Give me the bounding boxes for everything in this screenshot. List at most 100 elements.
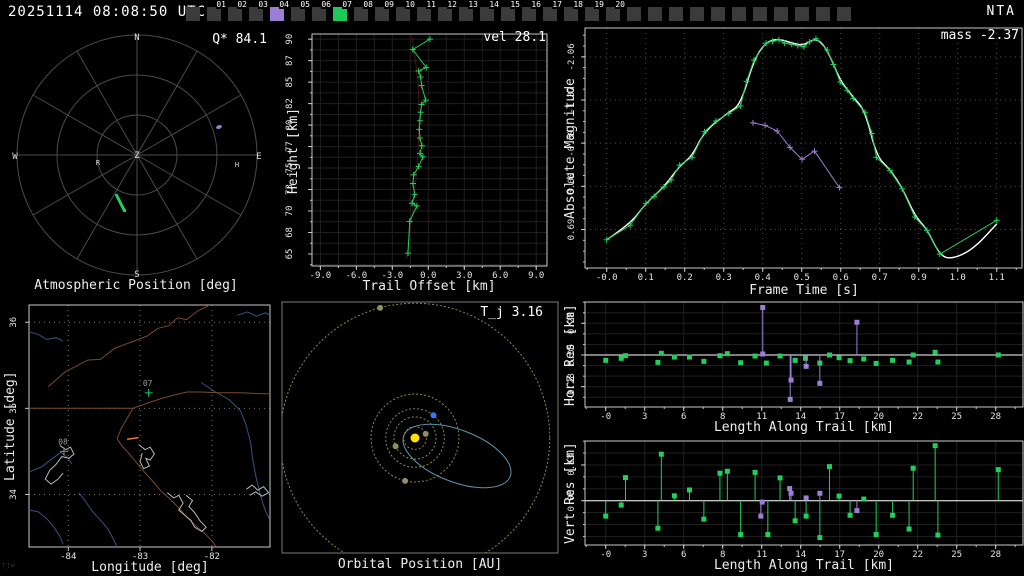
camera-square[interactable] xyxy=(480,7,494,21)
camera-slot-10[interactable]: 10 xyxy=(396,1,415,22)
svg-text:07: 07 xyxy=(143,379,153,388)
camera-slot-blank-26[interactable] xyxy=(732,2,747,22)
camera-square[interactable] xyxy=(648,7,662,21)
camera-slot-blank-31[interactable] xyxy=(837,2,852,22)
svg-text:8: 8 xyxy=(720,412,725,422)
camera-slot-15[interactable]: 15 xyxy=(501,1,520,22)
vert-residuals-plot: -0 3 6 8 11 14 17 20 22 25 28 0.13 0.00 xyxy=(567,440,1024,560)
camera-slot-07[interactable]: 07 xyxy=(333,1,352,22)
camera-square[interactable] xyxy=(228,7,242,21)
camera-slot-14[interactable]: 14 xyxy=(480,1,499,22)
camera-square[interactable] xyxy=(816,7,830,21)
camera-number: 03 xyxy=(258,0,268,9)
camera-square[interactable] xyxy=(627,7,641,21)
camera-square[interactable] xyxy=(207,7,221,21)
svg-text:20: 20 xyxy=(873,550,884,560)
camera-square[interactable] xyxy=(543,7,557,21)
camera-square[interactable] xyxy=(585,7,599,21)
camera-square[interactable] xyxy=(564,7,578,21)
camera-slot-13[interactable]: 13 xyxy=(459,1,478,22)
svg-text:1.0: 1.0 xyxy=(950,273,966,283)
camera-number: 02 xyxy=(237,0,247,9)
camera-square[interactable] xyxy=(291,7,305,21)
camera-slot-19[interactable]: 19 xyxy=(585,1,604,22)
camera-slot-06[interactable]: 06 xyxy=(312,1,331,22)
camera-square[interactable] xyxy=(795,7,809,21)
panel-orbit: T_j 3.16 Orbital Position [AU] xyxy=(280,300,560,576)
camera-slot-20[interactable]: 20 xyxy=(606,1,625,22)
camera-square[interactable] xyxy=(459,7,473,21)
camera-square[interactable] xyxy=(732,7,746,21)
camera-slot-blank-0[interactable] xyxy=(186,2,201,22)
camera-slot-02[interactable]: 02 xyxy=(228,1,247,22)
camera-square[interactable] xyxy=(249,7,263,21)
camera-square[interactable] xyxy=(606,7,620,21)
svg-text:3: 3 xyxy=(642,550,647,560)
planet-dot xyxy=(422,430,429,437)
camera-square[interactable] xyxy=(501,7,515,21)
polar-axis-title: Atmospheric Position [deg] xyxy=(34,278,238,293)
camera-square[interactable] xyxy=(522,7,536,21)
camera-slot-blank-27[interactable] xyxy=(753,2,768,22)
camera-square[interactable] xyxy=(312,7,326,21)
camera-slot-11[interactable]: 11 xyxy=(417,1,436,22)
polar-grid xyxy=(16,34,258,276)
svg-text:-6.0: -6.0 xyxy=(346,271,368,281)
camera-square[interactable] xyxy=(333,7,347,21)
camera-square[interactable] xyxy=(669,7,683,21)
camera-slot-blank-21[interactable] xyxy=(627,2,642,22)
camera-square[interactable] xyxy=(438,7,452,21)
camera-slot-blank-23[interactable] xyxy=(669,2,684,22)
timestamp: 20251114 08:08:50 UTC xyxy=(8,4,207,20)
camera-square[interactable] xyxy=(396,7,410,21)
camera-slot-01[interactable]: 01 xyxy=(207,1,226,22)
camera-slot-04[interactable]: 04 xyxy=(270,1,289,22)
svg-text:65: 65 xyxy=(285,249,295,260)
station-cross-07 xyxy=(144,388,153,397)
camera-slot-08[interactable]: 08 xyxy=(354,1,373,22)
map-x-title: Longitude [deg] xyxy=(91,560,209,575)
camera-square[interactable] xyxy=(270,7,284,21)
camera-slot-16[interactable]: 16 xyxy=(522,1,541,22)
camera-square[interactable] xyxy=(753,7,767,21)
horz-y-title: Horz Res [km] xyxy=(563,304,578,406)
camera-slot-17[interactable]: 17 xyxy=(543,1,562,22)
svg-text:0.28: 0.28 xyxy=(567,312,577,334)
svg-text:-3.0: -3.0 xyxy=(381,271,403,281)
camera-slot-blank-30[interactable] xyxy=(816,2,831,22)
gridlines xyxy=(312,34,547,266)
camera-number: 13 xyxy=(468,0,478,9)
svg-text:-1.37: -1.37 xyxy=(567,86,577,113)
svg-text:-0.69: -0.69 xyxy=(567,130,577,157)
svg-text:36: 36 xyxy=(9,317,19,328)
camera-slot-05[interactable]: 05 xyxy=(291,1,310,22)
camera-square[interactable] xyxy=(375,7,389,21)
svg-text:Z: Z xyxy=(134,151,140,161)
svg-text:22: 22 xyxy=(912,550,923,560)
camera-slot-blank-22[interactable] xyxy=(648,2,663,22)
camera-slot-18[interactable]: 18 xyxy=(564,1,583,22)
svg-text:6: 6 xyxy=(681,550,686,560)
camera-slot-blank-29[interactable] xyxy=(795,2,810,22)
camera-slot-12[interactable]: 12 xyxy=(438,1,457,22)
planet-dot xyxy=(402,477,409,484)
panel-vert-residuals: -0 3 6 8 11 14 17 20 22 25 28 0.13 0.00 Length Along… xyxy=(560,430,1024,576)
camera-square[interactable] xyxy=(354,7,368,21)
svg-text:17: 17 xyxy=(834,550,845,560)
camera-square[interactable] xyxy=(690,7,704,21)
svg-text:14: 14 xyxy=(795,550,806,560)
camera-slot-blank-25[interactable] xyxy=(711,2,726,22)
svg-text:0.9: 0.9 xyxy=(911,273,927,283)
camera-square[interactable] xyxy=(186,7,200,21)
camera-slot-blank-28[interactable] xyxy=(774,2,789,22)
camera-square[interactable] xyxy=(774,7,788,21)
camera-square[interactable] xyxy=(417,7,431,21)
camera-slot-03[interactable]: 03 xyxy=(249,1,268,22)
svg-text:6: 6 xyxy=(681,412,686,422)
camera-slot-blank-24[interactable] xyxy=(690,2,705,22)
camera-square[interactable] xyxy=(711,7,725,21)
camera-square[interactable] xyxy=(837,7,851,21)
camera-number: 01 xyxy=(216,0,226,9)
camera-slot-09[interactable]: 09 xyxy=(375,1,394,22)
svg-text:11: 11 xyxy=(756,412,767,422)
